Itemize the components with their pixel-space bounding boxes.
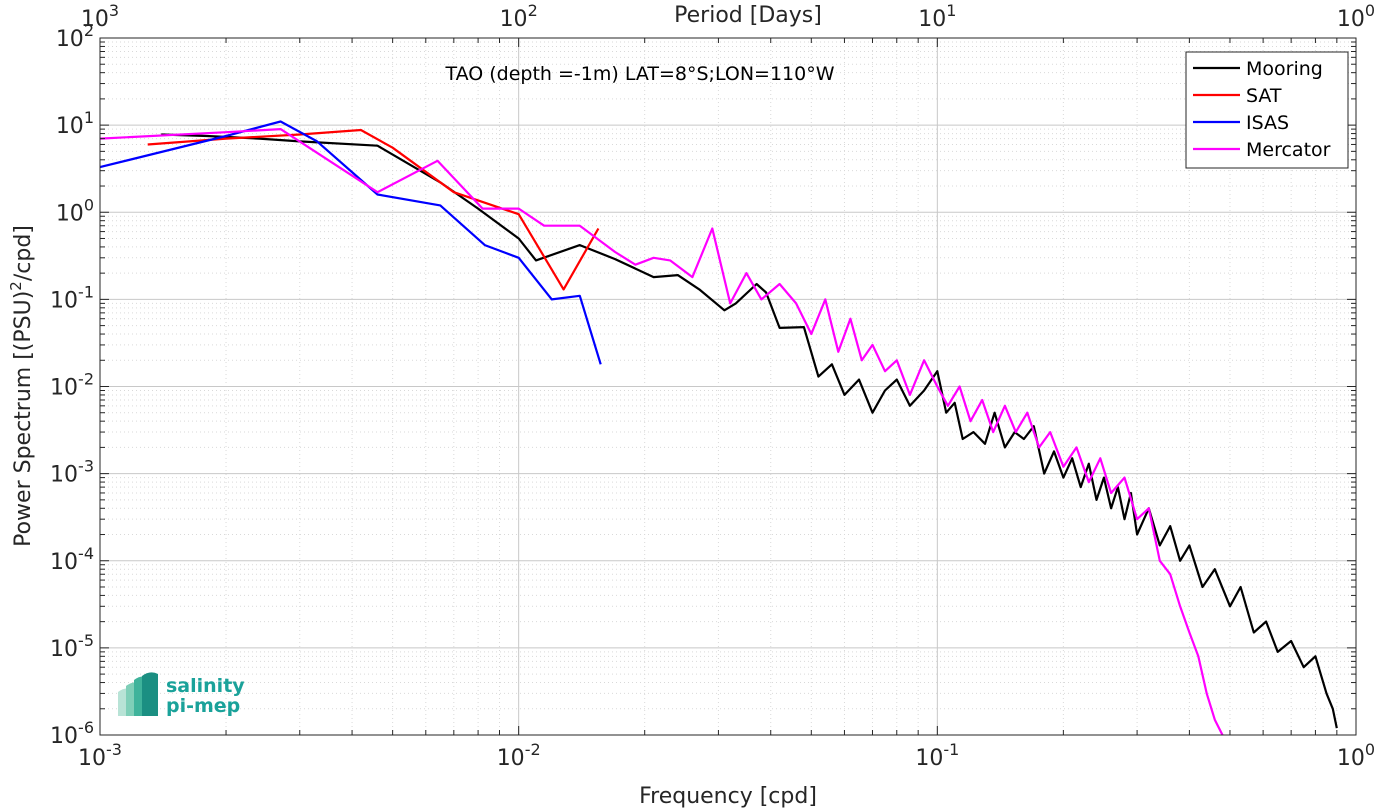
- x-tick-label-base: 10: [915, 746, 943, 771]
- top-axis-label: Period [Days]: [674, 3, 822, 28]
- top-tick-label-exponent: 0: [1365, 1, 1375, 20]
- logo-text-pi-mep: pi-mep: [166, 695, 240, 717]
- y-axis-label-tail: /cpd]: [11, 225, 36, 281]
- tick-marks: [99, 37, 1357, 736]
- y-axis-label-main: Power Spectrum [(PSU): [11, 291, 36, 547]
- x-tick-label-base: 10: [497, 746, 525, 771]
- x-axis-label: Frequency [cpd]: [639, 784, 817, 809]
- y-tick-label: 10-1: [50, 282, 94, 313]
- legend-label-mooring: Mooring: [1246, 58, 1323, 80]
- y-tick-label: 10-2: [50, 370, 94, 401]
- legend-label-isas: ISAS: [1246, 112, 1289, 134]
- y-tick-label-exponent: 1: [84, 108, 94, 127]
- series-line-mercator: [99, 128, 1224, 736]
- top-tick-label-exponent: 1: [946, 1, 956, 20]
- logo-wave-4: [142, 672, 158, 716]
- top-tick-label-base: 10: [81, 7, 109, 32]
- y-tick-label: 10-3: [50, 457, 94, 488]
- y-tick-label-base: 10: [50, 463, 78, 488]
- x-tick-label-exponent: 0: [1365, 740, 1375, 759]
- series-line-sat: [147, 128, 600, 291]
- y-tick-label: 10-6: [50, 718, 94, 749]
- x-tick-label-base: 10: [1337, 746, 1365, 771]
- y-axis-label: Power Spectrum [(PSU)2/cpd]: [7, 225, 36, 547]
- y-tick-label: 10-4: [50, 544, 94, 575]
- chart-title: TAO (depth =-1m) LAT=8°S;LON=110°W: [444, 63, 834, 85]
- y-tick-label-exponent: -3: [78, 457, 94, 476]
- top-tick-label-base: 10: [500, 7, 528, 32]
- x-tick-label-exponent: -1: [943, 740, 959, 759]
- salinity-pi-mep-logo: salinity pi-mep: [118, 672, 245, 717]
- y-tick-label-exponent: -4: [78, 544, 94, 563]
- top-tick-labels: 103 102 101 100: [81, 1, 1375, 32]
- x-tick-label: 10-1: [915, 740, 959, 771]
- y-tick-label-base: 10: [56, 114, 84, 139]
- legend-label-sat: SAT: [1246, 85, 1282, 107]
- top-tick-label: 103: [81, 1, 119, 32]
- top-tick-label-base: 10: [918, 7, 946, 32]
- logo-text-salinity: salinity: [166, 675, 245, 697]
- top-tick-label: 102: [500, 1, 538, 32]
- y-tick-label: 100: [56, 195, 94, 226]
- y-tick-label-base: 10: [50, 637, 78, 662]
- top-tick-label-exponent: 2: [528, 1, 538, 20]
- y-tick-label-exponent: -1: [78, 282, 94, 301]
- legend: Mooring SAT ISAS Mercator: [1185, 51, 1349, 169]
- x-tick-label: 10-2: [497, 740, 541, 771]
- y-tick-label-exponent: 2: [84, 21, 94, 40]
- y-tick-label: 102: [56, 21, 94, 52]
- x-tick-label-exponent: -3: [106, 740, 122, 759]
- x-tick-label: 10-3: [78, 740, 122, 771]
- x-tick-label: 100: [1337, 740, 1375, 771]
- y-tick-label-base: 10: [56, 27, 84, 52]
- y-tick-label-base: 10: [50, 288, 78, 313]
- top-tick-label-base: 10: [1337, 7, 1365, 32]
- y-tick-label-base: 10: [50, 550, 78, 575]
- y-tick-label: 10-5: [50, 631, 94, 662]
- y-tick-label-exponent: -2: [78, 370, 94, 389]
- legend-label-mercator: Mercator: [1246, 139, 1331, 161]
- top-tick-label: 101: [918, 1, 956, 32]
- top-tick-label: 100: [1337, 1, 1375, 32]
- series-line-isas: [99, 120, 602, 365]
- y-tick-label-base: 10: [56, 201, 84, 226]
- series-layer: [99, 120, 1338, 736]
- y-tick-label-exponent: -5: [78, 631, 94, 650]
- y-tick-label-base: 10: [50, 376, 78, 401]
- series-line-mooring: [161, 133, 1338, 729]
- y-tick-label-exponent: 0: [84, 195, 94, 214]
- top-tick-label-exponent: 3: [109, 1, 119, 20]
- x-tick-label-exponent: -2: [525, 740, 541, 759]
- y-axis-label-superscript: 2: [7, 281, 25, 291]
- y-tick-label-exponent: -6: [78, 718, 94, 737]
- x-tick-label-base: 10: [78, 746, 106, 771]
- x-tick-labels: 10-3 10-2 10-1 100: [78, 740, 1375, 771]
- y-tick-label: 101: [56, 108, 94, 139]
- y-tick-label-base: 10: [50, 724, 78, 749]
